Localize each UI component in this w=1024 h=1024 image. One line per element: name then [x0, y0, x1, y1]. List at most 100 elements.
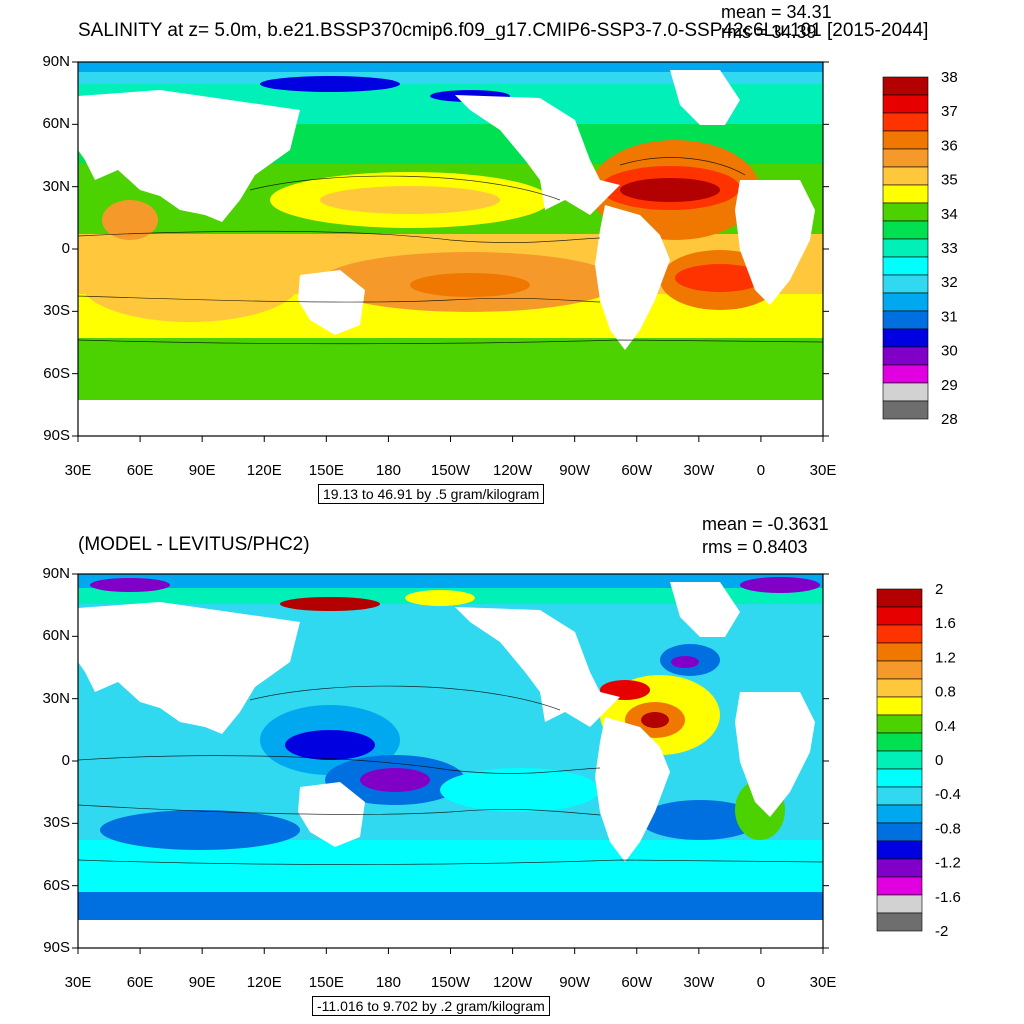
- panel1-map: [78, 62, 823, 436]
- colorbar-swatch: [876, 714, 923, 734]
- lon-label: 180: [375, 974, 401, 991]
- panel2-rms: rms = 0.8403: [702, 537, 808, 557]
- lon-label: 60E: [126, 462, 154, 479]
- colorbar-swatch: [876, 786, 923, 806]
- colorbar-swatch: [882, 148, 929, 168]
- colorbar-swatch: [882, 238, 929, 258]
- panel1-info-box: 19.13 to 46.91 by .5 gram/kilogram: [318, 484, 545, 504]
- colorbar-swatch: [882, 346, 929, 366]
- colorbar-swatch: [876, 912, 923, 932]
- colorbar-swatch: [876, 894, 923, 914]
- colorbar-label: 28: [941, 411, 958, 428]
- lat-label: 60S: [43, 876, 70, 894]
- lon-label: 60W: [621, 462, 653, 479]
- axis-ticks: [72, 61, 829, 954]
- lon-label: 150W: [430, 974, 471, 991]
- colorbar-label: 36: [941, 137, 958, 154]
- panel1-land: [78, 70, 823, 436]
- colorbar-label: -0.8: [935, 820, 961, 837]
- lat-label: 90S: [43, 427, 70, 444]
- colorbar-label: 30: [941, 343, 958, 360]
- panel1-colorbar: 38 37 36 35 34 33 32 31 30 29 28: [882, 69, 958, 428]
- colorbar-swatch: [882, 328, 929, 348]
- colorbar-swatch: [876, 696, 923, 716]
- lat-label: 30N: [42, 689, 70, 707]
- panel1-rms: rms = 34.39: [721, 22, 817, 42]
- lat-label: 30N: [42, 177, 70, 195]
- colorbar-swatch: [876, 642, 923, 662]
- lon-label: 120E: [246, 974, 282, 991]
- lon-label: 30E: [809, 462, 837, 479]
- lon-label: 30W: [683, 974, 715, 991]
- lat-label: 0: [61, 752, 70, 769]
- colorbar-label: 34: [941, 206, 958, 223]
- colorbar-label: 1.6: [935, 615, 956, 632]
- colorbar-label: 0.8: [935, 684, 956, 701]
- colorbar-swatch: [876, 660, 923, 680]
- lon-label: 30E: [64, 462, 92, 479]
- lat-label: 90S: [43, 939, 70, 956]
- lon-label: 150E: [308, 462, 344, 479]
- lon-label: 0: [756, 974, 766, 991]
- lon-label: 180: [375, 462, 401, 479]
- colorbar-swatch: [882, 94, 929, 114]
- colorbar-label: 29: [941, 377, 958, 394]
- lon-label: 90W: [559, 462, 591, 479]
- colorbar-swatch: [876, 768, 923, 788]
- lon-label: 60E: [126, 974, 154, 991]
- colorbar-label: 2: [935, 581, 943, 598]
- lon-label: 30W: [683, 462, 715, 479]
- colorbar-swatch: [882, 310, 929, 330]
- panel2-title: (MODEL - LEVITUS/PHC2): [78, 534, 310, 555]
- colorbar-label: -2: [935, 923, 948, 940]
- colorbar-swatch: [876, 732, 923, 752]
- colorbar-swatch: [882, 220, 929, 240]
- colorbar-swatch: [882, 292, 929, 312]
- colorbar-swatch: [882, 76, 929, 96]
- lon-label: 90E: [188, 974, 216, 991]
- colorbar-swatch: [876, 624, 923, 644]
- colorbar-swatch: [882, 274, 929, 294]
- colorbar-label: 37: [941, 103, 958, 120]
- lon-label: 90E: [188, 462, 216, 479]
- lat-label: 30S: [43, 302, 70, 320]
- colorbar-label: 38: [941, 69, 958, 86]
- colorbar-swatch: [882, 364, 929, 384]
- colorbar-swatch: [882, 382, 929, 402]
- colorbar-swatch: [876, 606, 923, 626]
- colorbar-swatch: [882, 184, 929, 204]
- panel1-mean: mean = 34.31: [721, 2, 832, 22]
- panel2-mean: mean = -0.3631: [702, 514, 829, 534]
- colorbar-swatch: [876, 876, 923, 896]
- colorbar-label: 0: [935, 752, 943, 769]
- colorbar-label: -1.6: [935, 889, 961, 906]
- colorbar-swatch: [876, 678, 923, 698]
- colorbar-label: 32: [941, 274, 958, 291]
- colorbar-swatch: [882, 166, 929, 186]
- panel2-info-box: -11.016 to 9.702 by .2 gram/kilogram: [312, 996, 550, 1016]
- colorbar-label: -1.2: [935, 855, 961, 872]
- colorbar-swatch: [882, 256, 929, 276]
- lat-label: 60N: [42, 115, 70, 133]
- panel2-map: [78, 574, 823, 948]
- lon-label: 30E: [809, 974, 837, 991]
- colorbar-swatch: [882, 202, 929, 222]
- colorbar-swatch: [876, 822, 923, 842]
- colorbar-label: 33: [941, 240, 958, 257]
- lon-label: 60W: [621, 974, 653, 991]
- lon-label: 0: [756, 462, 766, 479]
- colorbar-swatch: [882, 112, 929, 132]
- lat-label: 90N: [42, 565, 70, 582]
- colorbar-swatch: [882, 400, 929, 420]
- colorbar-label: 31: [941, 308, 958, 325]
- lon-label: 120W: [492, 974, 533, 991]
- panel2-colorbar: 2 1.6 1.2 0.8 0.4 0 -0.4 -0.8 -1.2 -1.6 -2: [876, 581, 961, 940]
- lon-label: 90W: [559, 974, 591, 991]
- colorbar-swatch: [876, 804, 923, 824]
- lon-label: 120E: [246, 462, 282, 479]
- panel1-title: SALINITY at z= 5.0m, b.e21.BSSP370cmip6.…: [78, 20, 929, 41]
- colorbar-swatch: [876, 750, 923, 770]
- lat-label: 30S: [43, 814, 70, 832]
- lat-label: 90N: [42, 53, 70, 70]
- colorbar-swatch: [876, 840, 923, 860]
